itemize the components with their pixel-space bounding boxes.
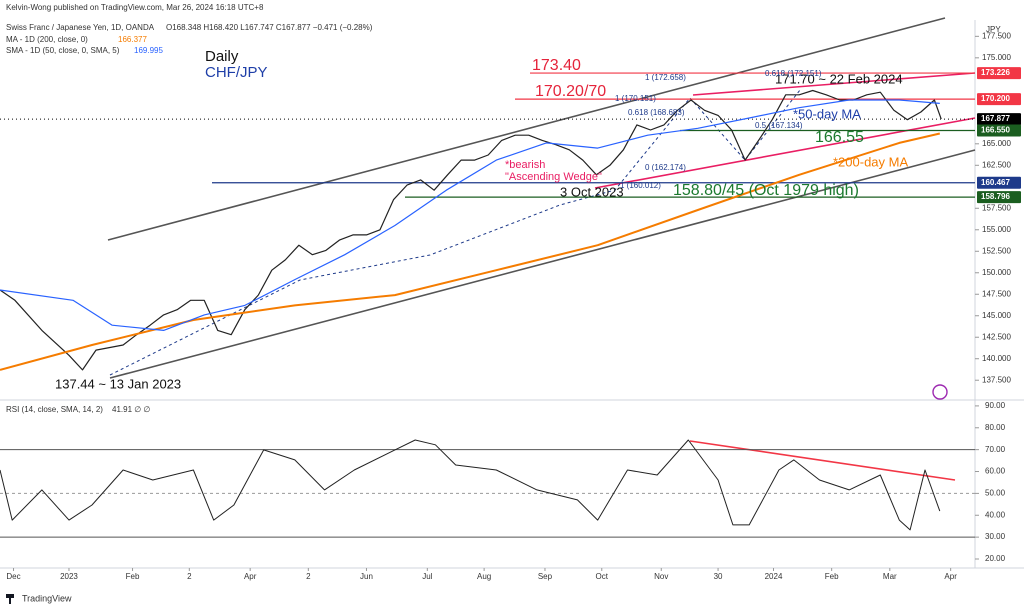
ohlc-legend: O168.348 H168.420 L167.747 C167.877 −0.4…: [166, 23, 373, 32]
wedge-lower: [594, 117, 976, 189]
x-tick-label: Mar: [883, 572, 897, 581]
x-tick-label: 2023: [60, 572, 78, 581]
rsi-y-tick-label: 20.00: [985, 554, 1006, 563]
x-tick-label: Jun: [360, 572, 373, 581]
annotation: 0.618 (168.683): [628, 108, 685, 117]
annotation: 173.40: [532, 57, 581, 74]
x-tick-label: Dec: [6, 572, 20, 581]
price-badge: [977, 113, 1021, 126]
price-badge-label: 160.467: [981, 178, 1010, 187]
x-tick-label: Jul: [422, 572, 432, 581]
ma-line: [0, 99, 940, 331]
annotation: "Ascending Wedge": [505, 171, 602, 183]
x-tick-label: Aug: [477, 572, 491, 581]
annotation: 166.55: [815, 129, 864, 146]
x-tick-label: Feb: [825, 572, 839, 581]
x-tick-label: 2: [306, 572, 311, 581]
footer: TradingView: [22, 593, 72, 603]
ma-line: [0, 132, 941, 371]
x-tick-label: Oct: [596, 572, 609, 581]
x-tick-label: Apr: [944, 572, 957, 581]
channel-upper: [107, 17, 946, 241]
event-icon[interactable]: [932, 384, 948, 400]
rsi-y-tick-label: 50.00: [985, 488, 1006, 497]
price-badge-label: 167.877: [981, 114, 1010, 123]
annotation: *50-day MA: [793, 106, 861, 121]
price-badge: [977, 124, 1021, 137]
y-tick-label: 147.500: [982, 289, 1011, 298]
y-tick-label: 162.500: [982, 160, 1011, 169]
annotation: *200-day MA: [833, 154, 908, 169]
rsi-trendline: [689, 440, 956, 481]
rsi-y-tick-label: 90.00: [985, 401, 1006, 410]
rsi-y-tick-label: 30.00: [985, 532, 1006, 541]
rsi-legend-value: 41.91 ∅ ∅: [112, 405, 150, 414]
price-badge-label: 166.550: [981, 126, 1010, 135]
y-tick-label: 150.000: [982, 268, 1011, 277]
annotation: 1 (160.012): [620, 181, 661, 190]
annotation: 171.70 ~ 22 Feb 2024: [775, 71, 903, 86]
x-tick-label: Nov: [654, 572, 668, 581]
drawings: [107, 17, 976, 481]
annotation: 137.44 ~ 13 Jan 2023: [55, 376, 181, 391]
ma-legend: MA - 1D (200, close, 0): [6, 35, 88, 44]
price-badge: [977, 67, 1021, 80]
y-tick-label: 165.000: [982, 139, 1011, 148]
y-tick-label: 137.500: [982, 375, 1011, 384]
price-badge: [977, 176, 1021, 189]
annotation: 1 (172.658): [645, 73, 686, 82]
annotation: 170.20/70: [535, 83, 606, 100]
sma-legend-value: 169.995: [134, 46, 163, 55]
x-tick-label: Apr: [244, 572, 257, 581]
rsi-line: [0, 439, 941, 531]
y-tick-label: 177.500: [982, 31, 1011, 40]
x-tick-label: 2024: [765, 572, 783, 581]
title: Daily: [205, 48, 239, 65]
x-tick-label: Feb: [126, 572, 140, 581]
price-badge-label: 170.200: [981, 94, 1010, 103]
wedge-upper: [692, 72, 976, 96]
annotation: 158.80/45 (Oct 1979 high): [673, 182, 859, 199]
y-tick-label: 152.500: [982, 246, 1011, 255]
x-tick-label: Sep: [538, 572, 553, 581]
rsi-y-tick-label: 80.00: [985, 423, 1006, 432]
x-tick-label: 30: [714, 572, 723, 581]
annotation: 1 (170.151): [615, 94, 656, 103]
y-tick-label: 145.000: [982, 311, 1011, 320]
annotation: 3 Oct 2023: [560, 184, 624, 199]
footer-logo: [6, 594, 14, 604]
rsi-y-tick-label: 60.00: [985, 467, 1006, 476]
annotation: 0 (162.174): [645, 163, 686, 172]
header: Kelvin-Wong published on TradingView.com…: [6, 3, 264, 12]
subtitle: CHF/JPY: [205, 64, 268, 81]
y-tick-label: 155.000: [982, 225, 1011, 234]
annotation: *bearish: [505, 159, 545, 171]
annotation: 0.618 (172.151): [765, 69, 822, 78]
price-badge-label: 173.226: [981, 68, 1010, 77]
price-badge-label: 158.796: [981, 192, 1010, 201]
rsi-y-tick-label: 70.00: [985, 445, 1006, 454]
rsi-legend: RSI (14, close, SMA, 14, 2): [6, 405, 103, 414]
rsi-y-tick-label: 40.00: [985, 510, 1006, 519]
x-tick-label: 2: [187, 572, 192, 581]
price-badge: [977, 191, 1021, 204]
sma-legend: SMA - 1D (50, close, 0, SMA, 5): [6, 46, 120, 55]
y-tick-label: 142.500: [982, 332, 1011, 341]
price-line: [0, 89, 942, 371]
annotation: 0.5 (167.134): [755, 121, 803, 130]
price-badge: [977, 93, 1021, 106]
ma-legend-value: 166.377: [118, 35, 147, 44]
channel-lower: [109, 149, 976, 379]
y-tick-label: 140.000: [982, 354, 1011, 363]
y-tick-label: 175.000: [982, 53, 1011, 62]
price-axis-label: JPY: [986, 25, 1001, 34]
y-tick-label: 157.500: [982, 203, 1011, 212]
symbol-legend: Swiss Franc / Japanese Yen, 1D, OANDA: [6, 23, 155, 32]
